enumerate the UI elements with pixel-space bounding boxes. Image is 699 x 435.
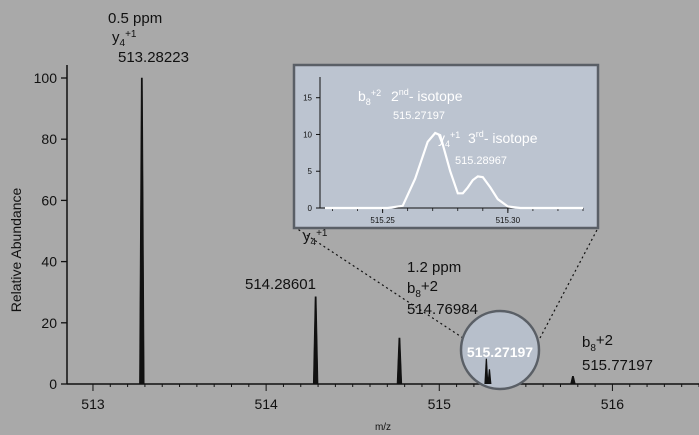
y-axis-ticks: 0 20 40 60 80 100 (34, 70, 67, 392)
y-tick-label: 60 (41, 192, 57, 208)
annotation-ppm-1: 0.5 ppm (108, 10, 162, 27)
ion-label-y4-1: y (112, 29, 120, 46)
ion-label-b8-4: b (582, 334, 590, 351)
inset-annotation-isotope-1: 2nd- isotope (391, 87, 463, 104)
x-tick-label: 515 (428, 396, 452, 412)
ion-label-y4-2: y (303, 228, 311, 245)
y-tick-label: 0 (49, 376, 57, 392)
y-tick-label: 40 (41, 254, 57, 270)
spectrum-peaks (139, 77, 576, 385)
x-axis-ticks: 513 514 515 516 (81, 384, 699, 412)
inset-y-tick-label: 5 (308, 167, 313, 176)
spectrum-peak (139, 77, 145, 385)
spectrum-peak (312, 296, 319, 385)
x-tick-label: 516 (601, 396, 625, 412)
y-tick-label: 20 (41, 315, 57, 331)
y-tick-label: 100 (34, 70, 58, 86)
inset-y-axis-ticks: 0 5 10 15 (303, 94, 320, 213)
x-axis-label: m/z (375, 422, 391, 433)
inset-x-tick-label: 515.25 (370, 216, 395, 225)
inset-ion-label-b8: b (358, 88, 366, 104)
magnifier-peak (484, 358, 489, 384)
ion-label-b8-3: b (407, 280, 415, 297)
inset-panel (292, 63, 600, 230)
y-axis-label: Relative Abundance (8, 188, 24, 313)
magnifier-mz-label: 515.27197 (467, 344, 533, 360)
annotation-ion-4: b8+2 (582, 332, 613, 354)
annotation-mz-3: 514.76984 (407, 301, 478, 318)
spectrum-peak (570, 376, 576, 385)
x-tick-label: 513 (81, 396, 105, 412)
annotation-ion-3: b8+2 (407, 278, 438, 300)
zoom-connector-right (539, 227, 599, 339)
annotation-ion-2: y4+1 (303, 228, 328, 248)
x-tick-label: 514 (254, 396, 278, 412)
inset-isotope-3rd: 3 (468, 130, 476, 146)
spectrum-peak (396, 337, 403, 385)
inset-isotope-2nd: 2 (391, 88, 399, 104)
annotation-ppm-3: 1.2 ppm (407, 259, 461, 276)
inset-ion-label-y4: y (438, 130, 445, 146)
inset-annotation-ion-1: b8+2 (358, 88, 381, 107)
annotation-ion-1: y4+1 (112, 29, 137, 49)
y-tick-label: 80 (41, 131, 57, 147)
zoom-connector-left (295, 227, 464, 339)
inset-y-tick-label: 0 (308, 204, 313, 213)
zoom-magnifier-circle (459, 309, 541, 391)
inset-y-tick-label: 15 (303, 94, 312, 103)
inset-y-tick-label: 10 (303, 130, 312, 139)
annotation-mz-2: 514.28601 (245, 276, 316, 293)
inset-x-tick-label: 515.30 (496, 216, 521, 225)
inset-isotope-profile-line (325, 131, 583, 210)
inset-annotation-isotope-2: 3rd- isotope (468, 129, 538, 146)
inset-annotation-mz-1: 515.27197 (393, 110, 445, 122)
annotation-mz-1: 513.28223 (118, 49, 189, 66)
inset-annotation-mz-2: 515.28967 (455, 155, 507, 167)
magnifier-peak (487, 369, 492, 384)
annotation-mz-4: 515.77197 (582, 357, 653, 374)
inset-annotation-ion-2: y4+1 (438, 130, 460, 149)
magnifier-peaks (484, 358, 492, 384)
